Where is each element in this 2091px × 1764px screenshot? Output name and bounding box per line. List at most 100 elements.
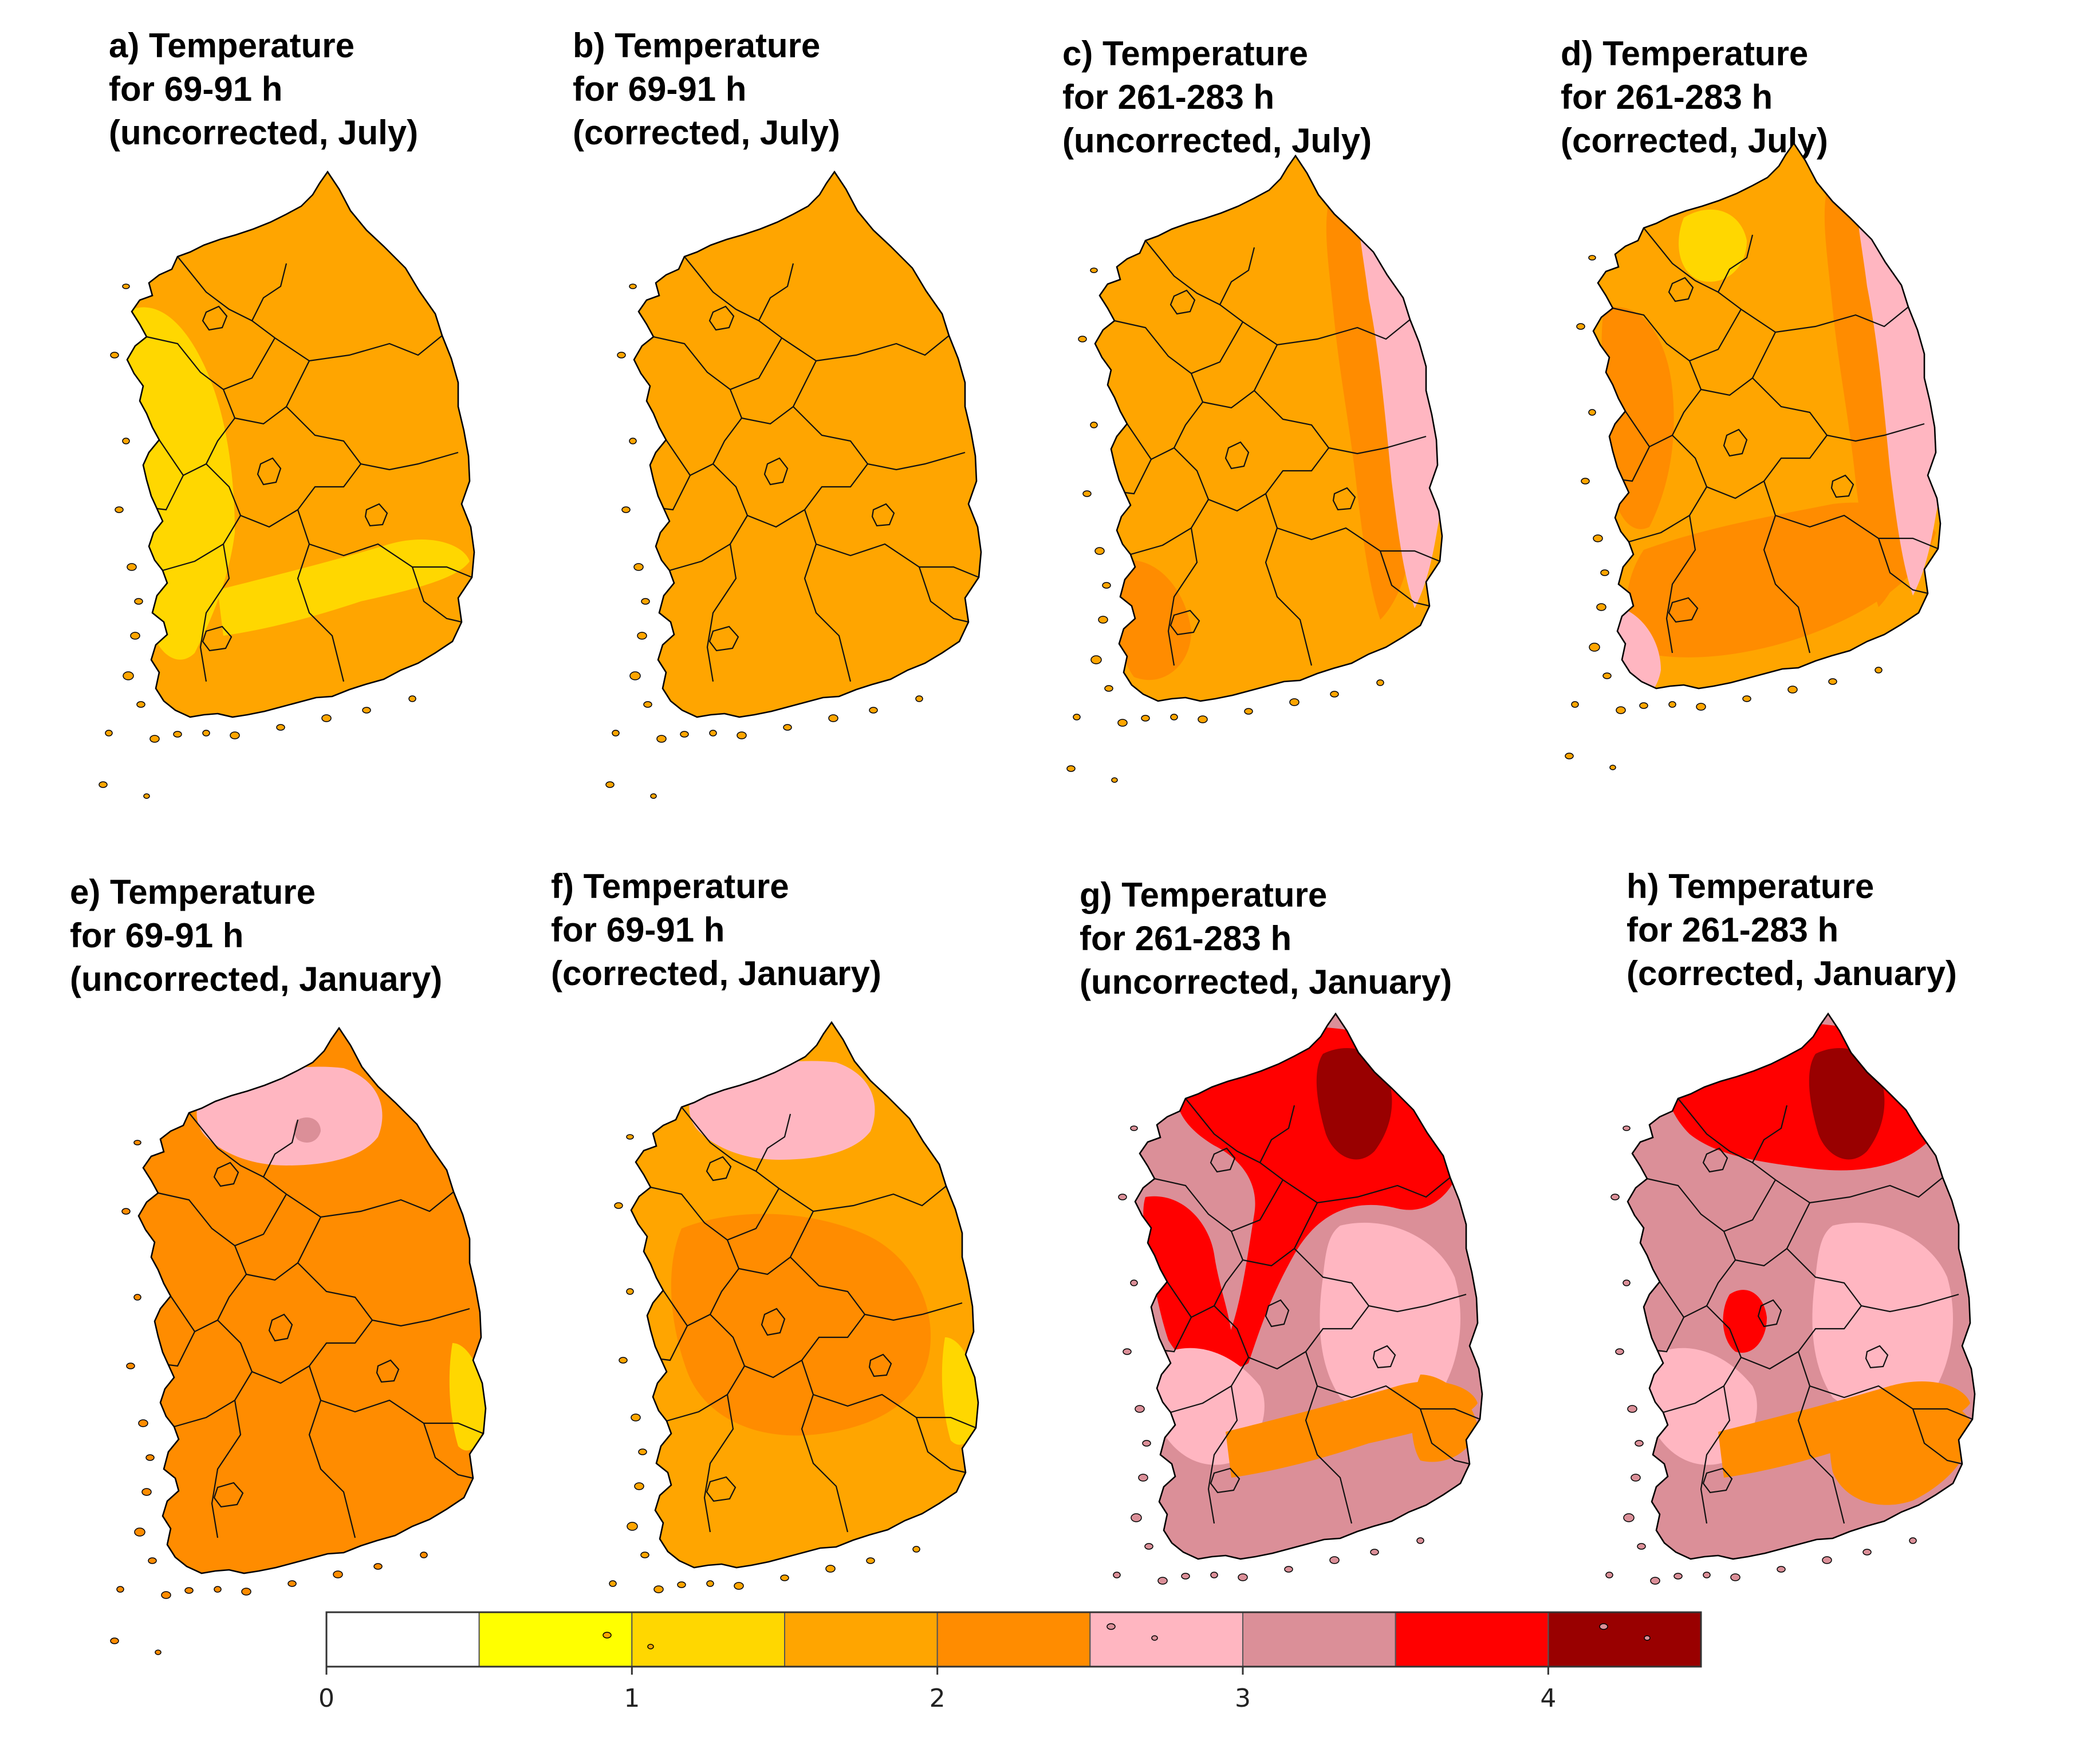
province-border [162, 515, 241, 572]
province-border [663, 1239, 740, 1327]
legend-tick-label: 0 [318, 1684, 334, 1713]
island [709, 730, 717, 737]
province-border [1207, 1385, 1238, 1524]
province-border [1277, 527, 1440, 562]
province-border [663, 475, 691, 511]
panel-title-line: c) Temperature [1062, 34, 1309, 73]
province-border [1379, 550, 1430, 607]
province-border [1659, 1231, 1736, 1318]
shade-region-darknw [1682, 1036, 1741, 1082]
island [1289, 698, 1300, 706]
coastline [630, 1021, 979, 1569]
city-border [376, 1359, 400, 1383]
island [1090, 655, 1102, 664]
province-border [170, 1245, 247, 1333]
panel-title-line: for 261-283 h [1561, 78, 1773, 116]
island [105, 730, 113, 737]
city-border [1830, 474, 1854, 498]
island [133, 1294, 141, 1301]
panel-title-line: (corrected, January) [1627, 954, 1957, 993]
panel-title-f: f) Temperature for 69-91 h (corrected, Jan… [551, 865, 881, 995]
island [1198, 715, 1208, 723]
island [148, 1557, 157, 1564]
province-border [738, 1211, 814, 1275]
province-border [915, 1417, 966, 1474]
island [136, 701, 145, 708]
island [362, 707, 371, 714]
legend-swatch [478, 1612, 633, 1667]
island [1777, 1566, 1786, 1573]
island [1644, 1635, 1651, 1641]
city-border [1668, 277, 1694, 302]
island [1589, 643, 1600, 652]
island [408, 695, 416, 702]
province-border [1809, 1385, 1973, 1420]
island [420, 1552, 428, 1558]
panel-title-line: h) Temperature [1627, 867, 1875, 905]
island [1600, 569, 1609, 576]
island [134, 1527, 145, 1537]
island [1565, 753, 1574, 759]
island [123, 671, 134, 680]
panel-title-b: b) Temperature for 69-91 h (corrected, Jul… [573, 24, 840, 155]
province-border [1164, 1317, 1192, 1353]
island [1668, 701, 1676, 708]
island [1616, 706, 1626, 714]
island [1581, 478, 1590, 485]
island [653, 1585, 664, 1593]
province-border [660, 1325, 688, 1361]
panel-title-line: g) Temperature [1080, 876, 1328, 914]
city-border [708, 625, 739, 652]
island [677, 1581, 686, 1588]
panel-title-line: for 69-91 h [109, 70, 283, 108]
province-border [246, 1216, 321, 1281]
legend-swatch [1395, 1612, 1549, 1667]
island [1090, 267, 1098, 273]
island [145, 1454, 155, 1461]
island [321, 714, 332, 722]
city-border [1332, 487, 1356, 511]
island [1862, 1549, 1872, 1556]
island [138, 1419, 148, 1427]
island [1370, 1549, 1379, 1556]
island [1238, 1573, 1248, 1581]
province-border [1305, 1351, 1353, 1524]
map-panel-b [605, 170, 982, 799]
province-border [1419, 1408, 1470, 1465]
province-border [801, 1360, 849, 1533]
island [1181, 1573, 1190, 1580]
island [1596, 603, 1606, 611]
province-border [741, 360, 817, 425]
island [627, 1522, 638, 1531]
island [115, 506, 124, 513]
province-border [1612, 307, 1742, 362]
island [643, 701, 652, 708]
province-border [234, 360, 310, 425]
city-border [708, 305, 735, 331]
color-legend [325, 1611, 1702, 1675]
city-border [213, 1161, 239, 1187]
island [1090, 422, 1098, 428]
province-border [1170, 1357, 1249, 1413]
province-border [1167, 527, 1198, 666]
province-border [199, 544, 230, 682]
coastline [633, 170, 982, 718]
island [1787, 686, 1798, 694]
island [127, 563, 137, 571]
island [1610, 1194, 1620, 1200]
island [1329, 1556, 1340, 1564]
province-border [1672, 435, 1828, 499]
province-border [1167, 1231, 1244, 1318]
island [780, 1574, 789, 1581]
city-border [1210, 1467, 1241, 1494]
island [1117, 719, 1128, 727]
island [1623, 1125, 1631, 1131]
island [1210, 1572, 1218, 1578]
island [1073, 714, 1081, 720]
panel-title-line: (uncorrected, January) [70, 960, 443, 998]
island [614, 1202, 623, 1209]
province-border [1130, 499, 1209, 556]
province-border [706, 544, 737, 682]
island [149, 735, 160, 743]
island [1742, 695, 1751, 702]
